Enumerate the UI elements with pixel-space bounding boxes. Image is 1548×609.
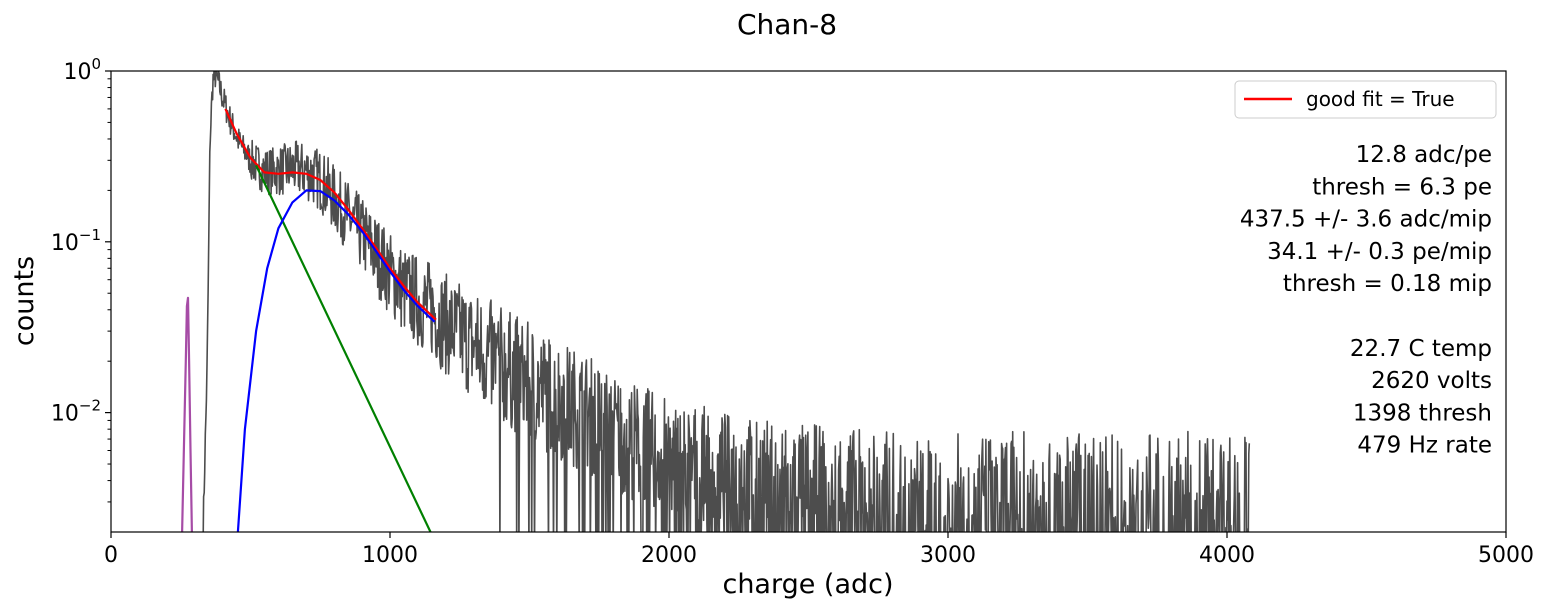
series-fit	[224, 108, 437, 321]
fit-annotations: 12.8 adc/pe thresh = 6.3 pe 437.5 +/- 3.6 …	[1240, 142, 1492, 459]
x-tick-label: 1000	[362, 543, 418, 568]
y-axis: 100 10−1 10−2	[51, 55, 111, 503]
series-gaussian-component	[236, 189, 436, 532]
legend-box	[1234, 80, 1497, 119]
series-histogram	[202, 71, 1251, 532]
series-pedestal	[181, 296, 193, 532]
series-exponential-component	[255, 164, 432, 532]
y-tick-label: 10−1	[51, 226, 101, 256]
x-axis-label: charge (adc)	[722, 569, 893, 600]
annotation-line: 1398 thresh	[1353, 400, 1492, 426]
annotation-line: 437.5 +/- 3.6 adc/mip	[1240, 207, 1492, 233]
annotation-line: 2620 volts	[1371, 368, 1492, 394]
annotation-line: thresh = 6.3 pe	[1312, 174, 1492, 200]
legend-label-good-fit: good fit = True	[1306, 87, 1455, 111]
y-tick-label: 100	[63, 55, 101, 85]
plot-series	[181, 71, 1251, 532]
y-axis-label: counts	[9, 256, 40, 346]
y-tick-label: 10−2	[51, 397, 101, 427]
annotation-line: 22.7 C temp	[1350, 336, 1492, 362]
annotation-line: 479 Hz rate	[1357, 433, 1492, 459]
x-axis: 0 1000 2000 3000 4000 5000	[104, 532, 1534, 568]
annotation-line: thresh = 0.18 mip	[1283, 271, 1492, 297]
x-tick-label: 5000	[1478, 543, 1534, 568]
annotation-line: 12.8 adc/pe	[1356, 142, 1492, 168]
plot-frame	[110, 70, 1507, 533]
chart-title: Chan-8	[737, 8, 837, 41]
x-tick-label: 2000	[641, 543, 697, 568]
x-tick-label: 3000	[920, 543, 976, 568]
x-tick-label: 0	[104, 543, 118, 568]
x-tick-label: 4000	[1199, 543, 1255, 568]
legend: good fit = True	[1234, 80, 1497, 119]
annotation-line: 34.1 +/- 0.3 pe/mip	[1267, 239, 1492, 265]
